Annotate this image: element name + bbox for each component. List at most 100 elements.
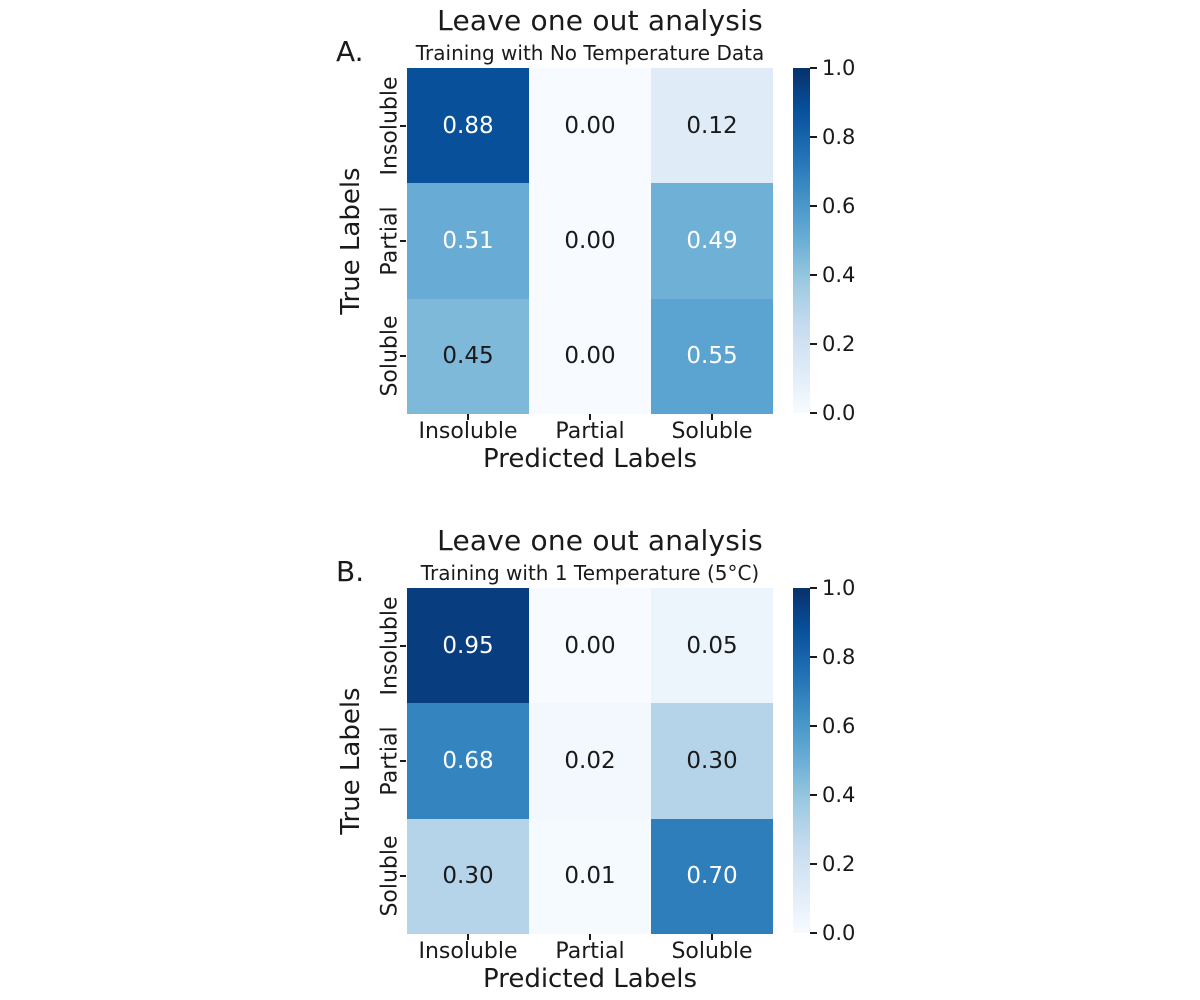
y-tick-mark bbox=[400, 239, 406, 242]
x-tick-label: Insoluble bbox=[418, 419, 518, 444]
colorbar-tick-mark bbox=[810, 205, 817, 207]
heatmap-cell: 0.02 bbox=[529, 703, 651, 819]
cell-value: 0.88 bbox=[442, 112, 494, 139]
x-tick-mark bbox=[589, 934, 591, 940]
y-axis-label: True Labels bbox=[336, 167, 366, 315]
y-tick-label: Insoluble bbox=[377, 595, 403, 696]
x-axis-label: Predicted Labels bbox=[482, 964, 698, 994]
colorbar-tick-mark bbox=[810, 794, 817, 796]
colorbar-tick-label: 1.0 bbox=[822, 56, 856, 80]
heatmap-cell: 0.05 bbox=[651, 588, 773, 704]
cell-value: 0.30 bbox=[686, 747, 738, 774]
colorbar-tick-mark bbox=[810, 725, 817, 727]
colorbar-tick-mark bbox=[810, 863, 817, 865]
heatmap-cell: 0.00 bbox=[529, 588, 651, 704]
panel-b: Leave one out analysis B. Training with … bbox=[0, 520, 1200, 1000]
y-tick-label: Soluble bbox=[377, 315, 403, 397]
heatmap-cell: 0.68 bbox=[407, 703, 529, 819]
x-tick-mark bbox=[589, 414, 591, 420]
cell-value: 0.95 bbox=[442, 632, 494, 659]
cell-value: 0.70 bbox=[686, 863, 738, 890]
heatmap-cell: 0.45 bbox=[407, 298, 529, 414]
colorbar-a bbox=[793, 68, 810, 413]
cell-value: 0.51 bbox=[442, 227, 494, 254]
heatmap-cell: 0.30 bbox=[651, 703, 773, 819]
colorbar-tick-label: 1.0 bbox=[822, 576, 856, 600]
colorbar-tick-mark bbox=[810, 343, 817, 345]
x-tick-label: Soluble bbox=[671, 939, 753, 964]
cell-value: 0.00 bbox=[564, 343, 616, 370]
cell-value: 0.30 bbox=[442, 863, 494, 890]
colorbar-tick-label: 0.4 bbox=[822, 783, 856, 807]
colorbar-tick-label: 0.2 bbox=[822, 852, 856, 876]
colorbar-tick-mark bbox=[810, 656, 817, 658]
x-tick-label: Partial bbox=[555, 419, 625, 444]
confusion-matrix-b: 0.95 0.00 0.05 0.68 0.02 0.30 0.30 0.01 … bbox=[407, 588, 773, 934]
axes-title-b: Training with 1 Temperature (5°C) bbox=[420, 561, 760, 585]
cell-value: 0.01 bbox=[564, 863, 616, 890]
colorbar-b bbox=[793, 588, 810, 933]
cell-value: 0.00 bbox=[564, 227, 616, 254]
y-tick-mark bbox=[400, 759, 406, 762]
cell-value: 0.00 bbox=[564, 112, 616, 139]
colorbar-tick-mark bbox=[810, 274, 817, 276]
panel-letter-a: A. bbox=[336, 35, 364, 68]
y-tick-mark bbox=[400, 875, 406, 877]
heatmap-cell: 0.88 bbox=[407, 68, 529, 184]
figure-title-b: Leave one out analysis bbox=[437, 524, 763, 557]
heatmap-cell: 0.30 bbox=[407, 818, 529, 934]
heatmap-cell: 0.49 bbox=[651, 183, 773, 299]
y-tick-label: Insoluble bbox=[377, 75, 403, 176]
heatmap-cell: 0.00 bbox=[529, 68, 651, 184]
heatmap-cell: 0.95 bbox=[407, 588, 529, 704]
colorbar-tick-mark bbox=[810, 136, 817, 138]
colorbar-tick-mark bbox=[810, 67, 817, 69]
colorbar-tick-label: 0.0 bbox=[822, 401, 856, 425]
colorbar-tick-label: 0.8 bbox=[822, 125, 856, 149]
colorbar-tick-label: 0.6 bbox=[822, 194, 856, 218]
x-tick-mark bbox=[467, 414, 469, 420]
colorbar-tick-label: 0.8 bbox=[822, 645, 856, 669]
confusion-matrix-a: 0.88 0.00 0.12 0.51 0.00 0.49 0.45 0.00 … bbox=[407, 68, 773, 414]
heatmap-cell: 0.55 bbox=[651, 298, 773, 414]
cell-value: 0.49 bbox=[686, 227, 738, 254]
figure-title-a: Leave one out analysis bbox=[437, 4, 763, 37]
colorbar-tick-label: 0.2 bbox=[822, 332, 856, 356]
x-tick-mark bbox=[711, 414, 713, 420]
x-tick-label: Soluble bbox=[671, 419, 753, 444]
cell-value: 0.00 bbox=[564, 632, 616, 659]
panel-a: Leave one out analysis A. Training with … bbox=[336, 4, 856, 474]
axes-title-a: Training with No Temperature Data bbox=[415, 41, 765, 65]
x-tick-mark bbox=[467, 934, 469, 940]
y-tick-mark bbox=[400, 644, 406, 647]
colorbar-tick-label: 0.6 bbox=[822, 714, 856, 738]
panel-letter-b: B. bbox=[336, 555, 365, 588]
colorbar-tick-mark bbox=[810, 587, 817, 589]
x-tick-mark bbox=[711, 934, 713, 940]
y-tick-label: Partial bbox=[377, 725, 403, 796]
x-tick-label: Insoluble bbox=[418, 939, 518, 964]
heatmap-cell: 0.00 bbox=[529, 183, 651, 299]
heatmap-cell: 0.51 bbox=[407, 183, 529, 299]
colorbar-tick-label: 0.0 bbox=[822, 921, 856, 945]
cell-value: 0.02 bbox=[564, 747, 616, 774]
y-tick-label: Soluble bbox=[377, 835, 403, 917]
colorbar-tick-label: 0.4 bbox=[822, 263, 856, 287]
y-tick-mark bbox=[400, 124, 406, 127]
cell-value: 0.55 bbox=[686, 343, 738, 370]
colorbar-tick-mark bbox=[810, 932, 817, 934]
heatmap-cell: 0.12 bbox=[651, 68, 773, 184]
cell-value: 0.68 bbox=[442, 747, 494, 774]
cell-value: 0.05 bbox=[686, 632, 738, 659]
colorbar-tick-mark bbox=[810, 412, 817, 414]
x-axis-label: Predicted Labels bbox=[482, 444, 698, 474]
cell-value: 0.12 bbox=[686, 112, 738, 139]
heatmap-cell: 0.00 bbox=[529, 298, 651, 414]
heatmap-cell: 0.01 bbox=[529, 818, 651, 934]
cell-value: 0.45 bbox=[442, 343, 494, 370]
y-tick-mark bbox=[400, 355, 406, 357]
heatmap-cell: 0.70 bbox=[651, 818, 773, 934]
x-tick-label: Partial bbox=[555, 939, 625, 964]
y-tick-label: Partial bbox=[377, 205, 403, 276]
